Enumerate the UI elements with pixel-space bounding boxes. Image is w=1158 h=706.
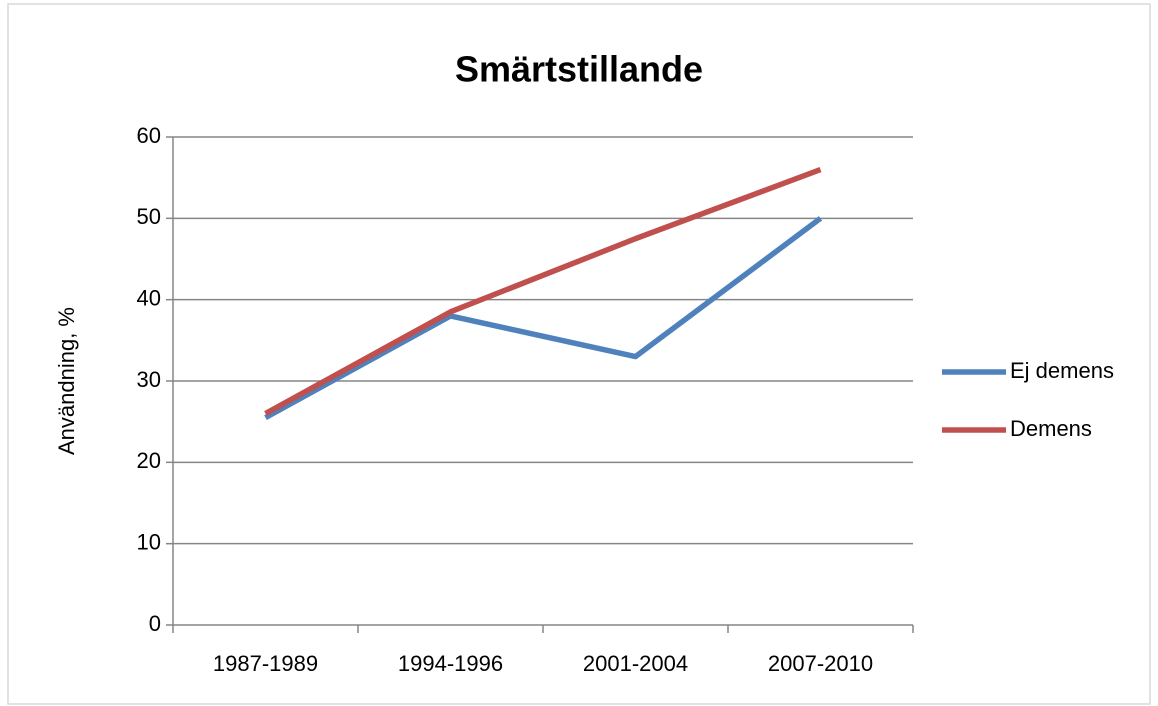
x-tick-label: 1987-1989: [213, 651, 318, 676]
legend-label: Ej demens: [1010, 358, 1114, 383]
series-line: [264, 166, 822, 416]
y-tick-label: 30: [137, 367, 161, 392]
x-tick-label: 2001-2004: [583, 651, 688, 676]
y-tick-label: 10: [137, 529, 161, 554]
chart-frame: [7, 3, 1151, 705]
x-tick-label: 1994-1996: [398, 651, 503, 676]
y-tick-label: 40: [137, 285, 161, 310]
y-tick-label: 0: [149, 611, 161, 636]
chart-title: Smärtstillande: [455, 49, 703, 90]
y-tick-label: 50: [137, 204, 161, 229]
series-line: [264, 216, 823, 421]
y-axis-label: Användning, %: [54, 307, 79, 455]
y-tick-label: 20: [137, 448, 161, 473]
x-tick-label: 2007-2010: [768, 651, 873, 676]
y-tick-label: 60: [137, 123, 161, 148]
legend-label: Demens: [1010, 416, 1092, 441]
